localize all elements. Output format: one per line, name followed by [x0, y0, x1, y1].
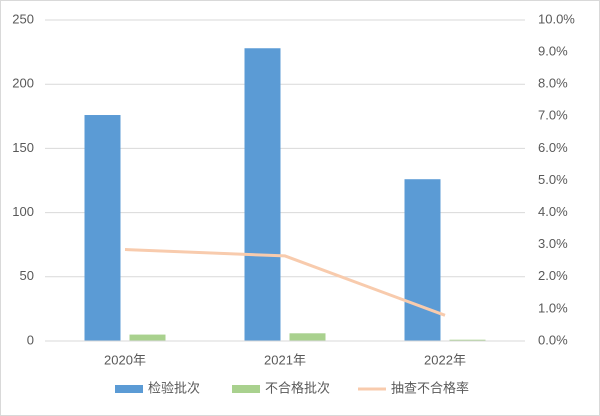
y2-tick-label: 7.0%	[538, 108, 568, 123]
y-tick-label: 250	[12, 11, 34, 26]
legend-label: 抽查不合格率	[391, 380, 469, 395]
legend-label: 不合格批次	[265, 380, 330, 395]
y2-tick-label: 5.0%	[538, 172, 568, 187]
y2-tick-label: 2.0%	[538, 268, 568, 283]
y2-tick-label: 9.0%	[538, 44, 568, 59]
y2-tick-label: 6.0%	[538, 140, 568, 155]
y-tick-label: 200	[12, 76, 34, 91]
y2-tick-label: 8.0%	[538, 76, 568, 91]
bar	[129, 334, 166, 341]
y2-tick-label: 3.0%	[538, 236, 568, 251]
y-tick-label: 150	[12, 140, 34, 155]
bar	[84, 115, 121, 342]
bar	[449, 339, 486, 341]
bar	[244, 48, 281, 342]
x-tick-label: 2020年	[104, 352, 146, 367]
bar	[404, 179, 441, 341]
x-tick-label: 2022年	[424, 352, 466, 367]
bar	[289, 333, 326, 341]
legend-swatch	[115, 385, 143, 393]
legend-label: 检验批次	[148, 380, 200, 395]
y2-tick-label: 1.0%	[538, 300, 568, 315]
y2-tick-label: 0.0%	[538, 332, 568, 347]
y-tick-label: 0	[27, 332, 34, 347]
x-tick-label: 2021年	[264, 352, 306, 367]
legend-swatch	[232, 385, 260, 393]
y-tick-label: 50	[20, 268, 34, 283]
y2-tick-label: 4.0%	[538, 204, 568, 219]
y2-tick-label: 10.0%	[538, 11, 575, 26]
y-tick-label: 100	[12, 204, 34, 219]
line	[124, 248, 446, 317]
